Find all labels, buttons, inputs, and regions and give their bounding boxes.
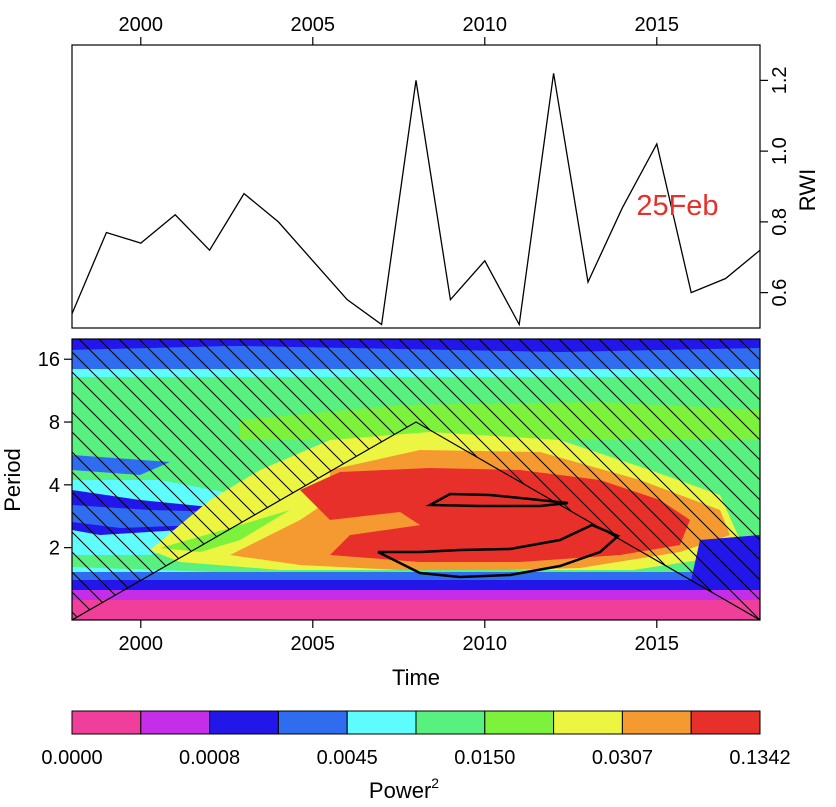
date-annotation: 25Feb — [636, 190, 718, 222]
top-x-tick-label: 2010 — [463, 14, 508, 36]
bottom-x-tick-label: 2000 — [119, 633, 164, 655]
colorbar-swatch — [690, 710, 761, 735]
rwi-series-line — [72, 73, 760, 327]
colorbar-swatch — [71, 710, 142, 735]
left-y-tick-label: 16 — [38, 349, 60, 371]
bottom-x-axis: 2000 2005 2010 2015 — [119, 620, 680, 655]
right-y-tick-label: 0.8 — [769, 208, 791, 236]
colorbar-swatch — [621, 710, 692, 735]
colorbar-swatch — [553, 710, 623, 735]
bottom-x-tick-label: 2010 — [463, 633, 508, 655]
bottom-x-tick-label: 2005 — [291, 633, 336, 655]
colorbar-swatch — [415, 710, 486, 735]
colorbar: 0.0000 0.0008 0.0045 0.0150 0.0307 0.1342 — [41, 710, 791, 769]
cone-of-influence-hatching — [72, 339, 760, 620]
colorbar-tick-label: 0.0000 — [41, 747, 102, 769]
colorbar-swatch — [484, 710, 555, 735]
rwi-plot-frame — [71, 44, 761, 329]
left-y-axis: 2 4 8 16 — [38, 349, 72, 560]
colorbar-swatch — [277, 710, 348, 735]
right-y-tick-label: 0.6 — [769, 279, 791, 307]
left-y-tick-label: 4 — [49, 475, 60, 497]
right-y-tick-label: 1.2 — [769, 66, 791, 94]
time-axis-label: Time — [392, 665, 440, 690]
colorbar-tick-label: 0.0008 — [179, 747, 240, 769]
bottom-x-tick-label: 2015 — [635, 633, 680, 655]
band-low-pink — [72, 600, 760, 620]
band-orange-tongue — [330, 512, 420, 535]
colorbar-label: Power2 — [369, 775, 439, 803]
significance-contour-upper — [425, 492, 569, 508]
left-y-tick-label: 8 — [49, 412, 60, 434]
colorbar-tick-label: 0.0150 — [454, 747, 515, 769]
right-y-tick-label: 1.0 — [769, 137, 791, 165]
colorbar-tick-label: 0.0307 — [592, 747, 653, 769]
left-y-tick-label: 2 — [49, 538, 60, 560]
significance-contour-lower — [377, 523, 621, 579]
wavelet-power-panel: 2000 2005 2010 2015 2 4 8 16 Time Period — [0, 338, 761, 690]
colorbar-tick-label: 0.1342 — [729, 747, 790, 769]
wavelet-plot-frame — [71, 338, 761, 621]
top-x-tick-label: 2005 — [291, 14, 336, 36]
rwi-time-series-panel: 2000 2005 2010 2015 0.6 0.8 1.0 1.2 RWI 25Feb — [71, 14, 820, 329]
right-y-axis: 0.6 0.8 1.0 1.2 — [760, 66, 791, 307]
band-low-purple — [72, 590, 760, 603]
top-x-tick-label: 2015 — [635, 14, 680, 36]
cone-of-influence-line — [72, 421, 760, 620]
top-x-axis: 2000 2005 2010 2015 — [119, 14, 680, 45]
rwi-axis-label: RWI — [795, 169, 820, 211]
band-low-darkblue — [72, 580, 760, 592]
colorbar-swatch — [346, 710, 417, 735]
colorbar-swatch — [209, 710, 279, 735]
colorbar-tick-label: 0.0045 — [317, 747, 378, 769]
top-x-tick-label: 2000 — [119, 14, 164, 36]
period-axis-label: Period — [0, 448, 25, 512]
colorbar-swatch — [140, 710, 211, 735]
